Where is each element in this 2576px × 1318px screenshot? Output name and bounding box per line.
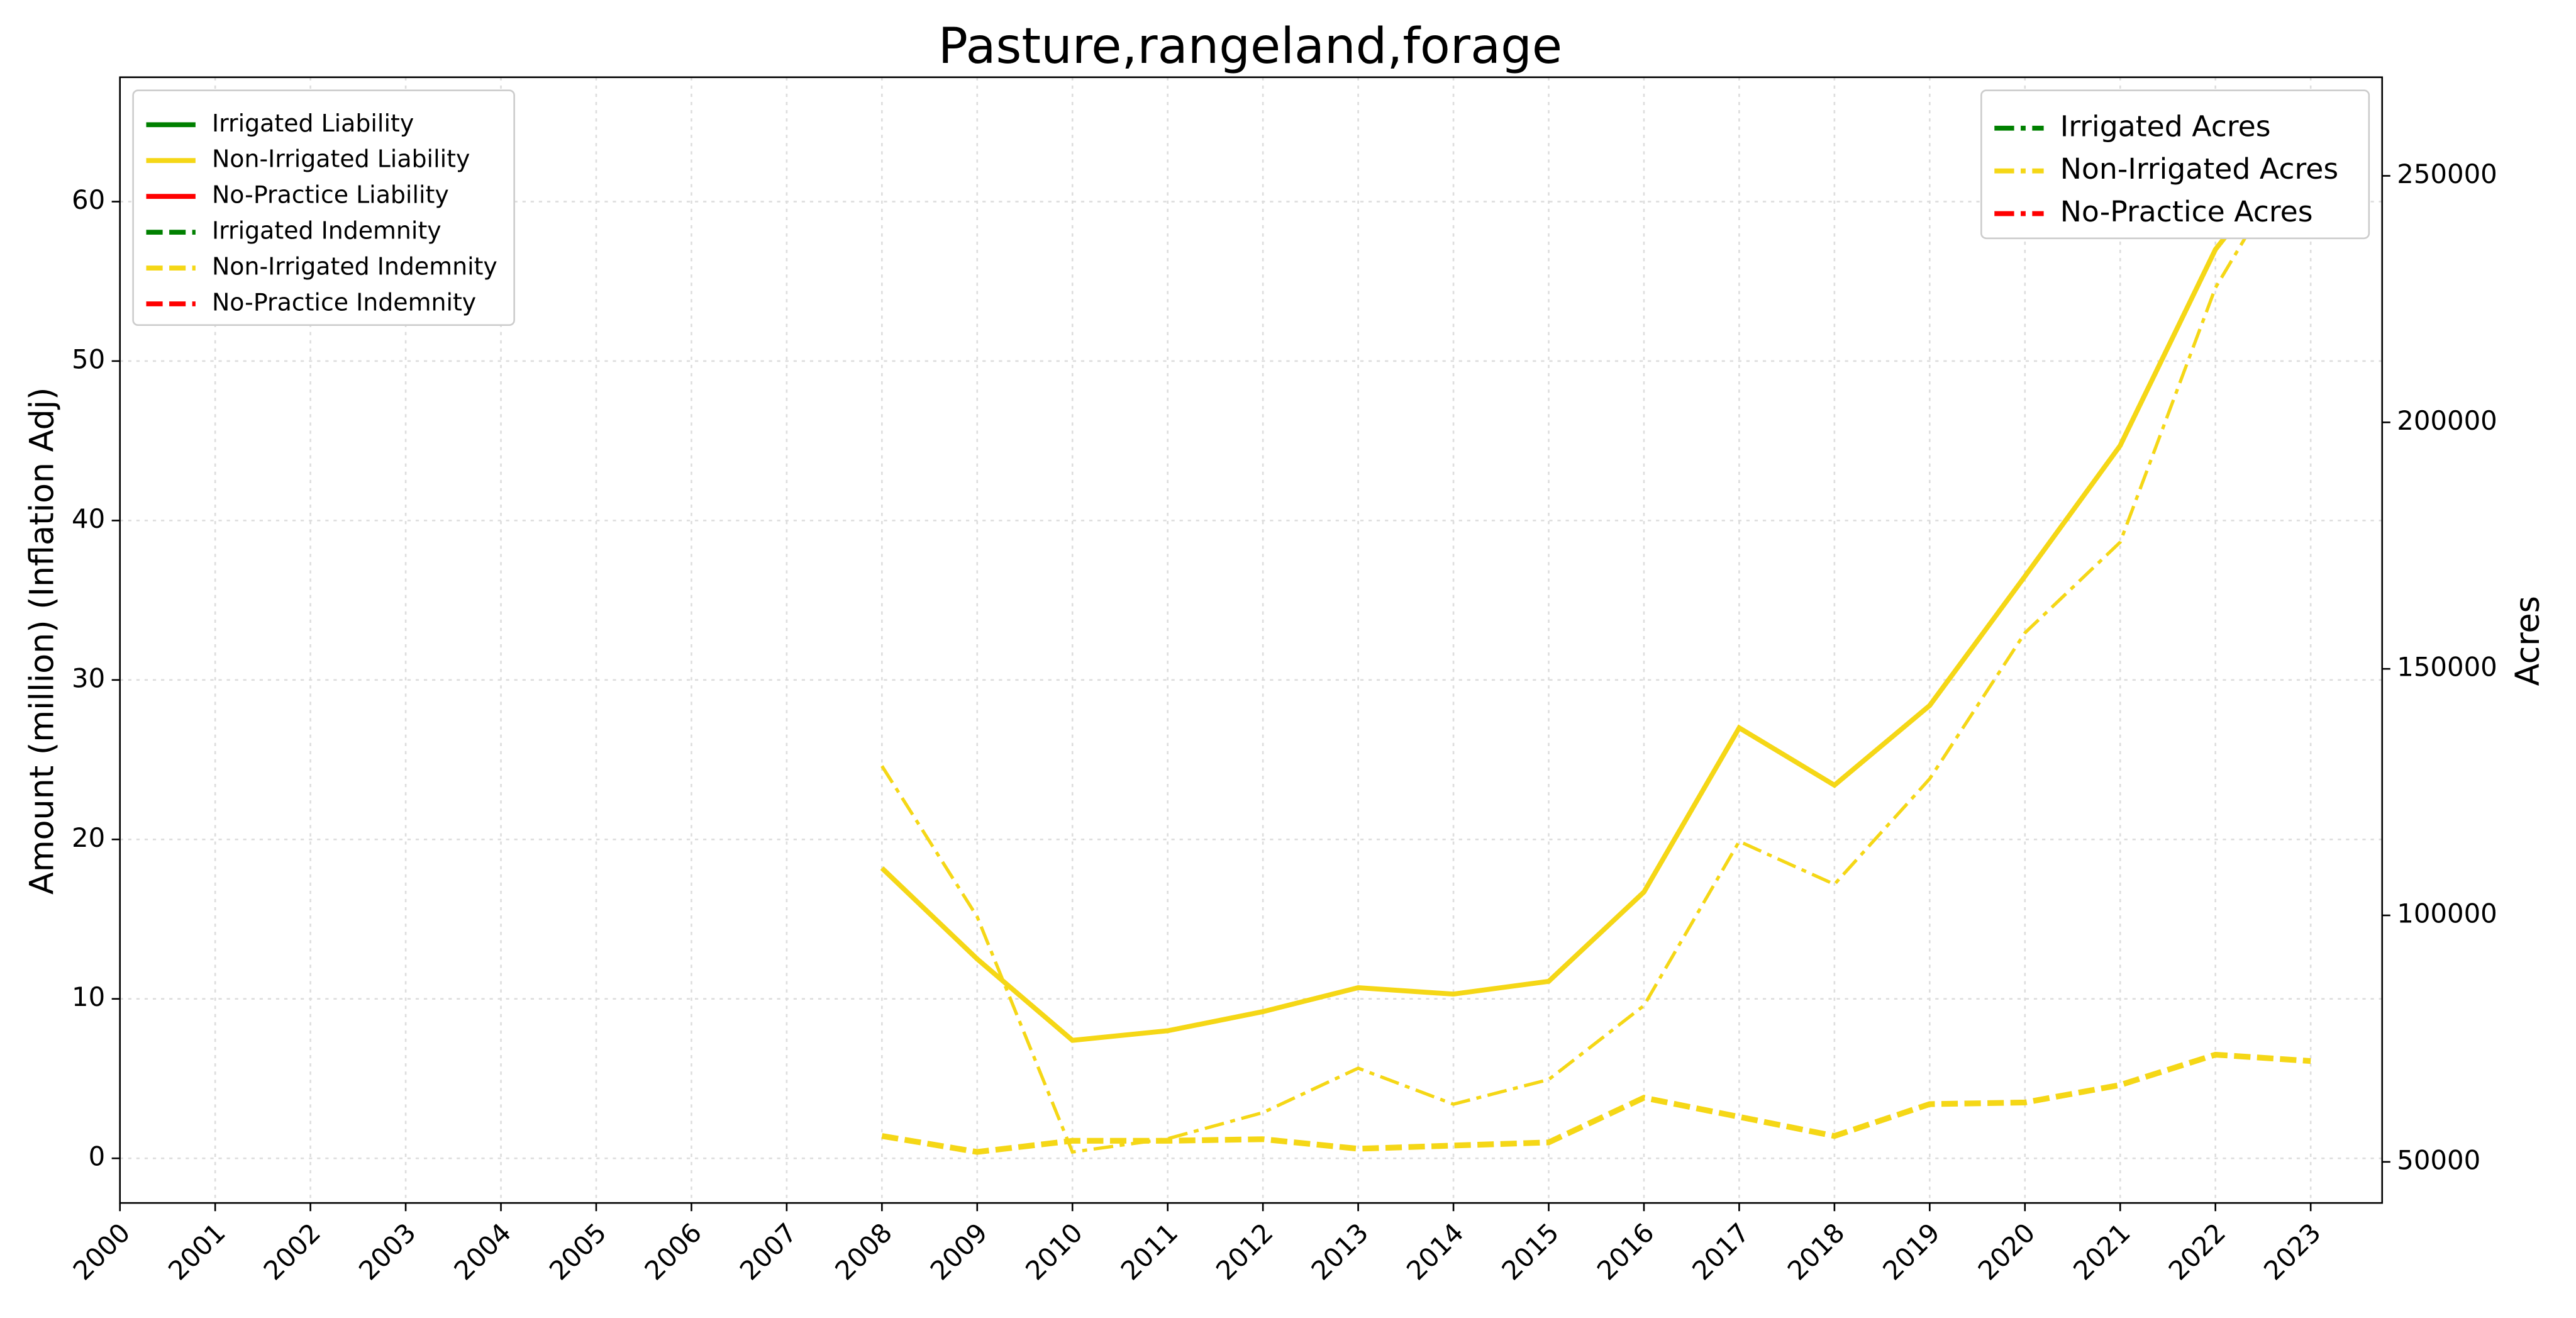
x-tick-label: 2011 xyxy=(1115,1217,1184,1286)
series-line xyxy=(881,1051,2311,1155)
x-tick-label: 2022 xyxy=(2163,1217,2232,1286)
x-tick-label: 2006 xyxy=(638,1217,708,1286)
x-tick-label: 2001 xyxy=(162,1217,231,1286)
y2-tick-label: 150000 xyxy=(2397,652,2497,683)
legend-label: Irrigated Liability xyxy=(212,109,414,137)
x-tick-label: 2004 xyxy=(448,1217,517,1286)
legend-box xyxy=(1980,89,2370,240)
x-tick-label: 2008 xyxy=(829,1217,898,1286)
legend-box xyxy=(132,89,515,327)
y-tick-label: 40 xyxy=(72,503,105,534)
series-line xyxy=(880,127,2312,1154)
x-tick-label: 2002 xyxy=(257,1217,326,1286)
legend: Irrigated Acres Non-Irrigated Acres No-Pra… xyxy=(1980,89,2370,240)
x-tick-label: 2007 xyxy=(734,1217,803,1286)
legend-label: Non-Irrigated Indemnity xyxy=(212,253,497,281)
x-tick-label: 2015 xyxy=(1496,1217,1565,1286)
x-tick-label: 2005 xyxy=(543,1217,613,1286)
x-tick-label: 2013 xyxy=(1305,1217,1374,1286)
x-tick-label: 2012 xyxy=(1210,1217,1279,1286)
x-tick-label: 2009 xyxy=(924,1217,994,1286)
chart-title: Pasture,rangeland,forage xyxy=(938,18,1562,75)
x-tick-label: 2017 xyxy=(1686,1217,1755,1286)
y-tick-label: 30 xyxy=(72,662,105,693)
y-tick-label: 10 xyxy=(72,981,105,1012)
y-axis-label: Amount (million) (Inflation Adj) xyxy=(24,387,62,895)
x-tick-label: 2018 xyxy=(1782,1217,1851,1286)
y-tick-label: 50 xyxy=(72,343,105,374)
x-tick-label: 2014 xyxy=(1401,1217,1470,1286)
legend-label: No-Practice Indemnity xyxy=(212,288,476,316)
legend: Irrigated Liability Non-Irrigated Liabili… xyxy=(132,89,515,327)
plot-frame xyxy=(119,76,2384,1204)
series-line xyxy=(880,126,2313,1043)
legend-label: Non-Irrigated Acres xyxy=(2060,152,2338,186)
x-tick-label: 2016 xyxy=(1591,1217,1660,1286)
y2-tick-label: 250000 xyxy=(2397,159,2497,189)
x-tick-label: 2019 xyxy=(1877,1217,1946,1286)
x-tick-label: 2000 xyxy=(67,1217,136,1286)
y2-tick-label: 50000 xyxy=(2397,1144,2480,1175)
legend-label: Non-Irrigated Liability xyxy=(212,145,470,173)
y2-tick-label: 200000 xyxy=(2397,405,2497,436)
legend-label: No-Practice Acres xyxy=(2060,195,2313,228)
x-tick-label: 2010 xyxy=(1019,1217,1089,1286)
y-tick-label: 20 xyxy=(72,822,105,853)
x-tick-label: 2023 xyxy=(2258,1217,2327,1286)
y2-axis-label: Acres xyxy=(2509,596,2547,686)
x-tick-label: 2021 xyxy=(2067,1217,2136,1286)
legend-label: No-Practice Liability xyxy=(212,181,449,209)
y-tick-label: 0 xyxy=(89,1141,106,1172)
legend-label: Irrigated Acres xyxy=(2060,109,2271,143)
y-tick-label: 60 xyxy=(72,184,105,215)
x-tick-label: 2003 xyxy=(353,1217,422,1286)
y2-tick-label: 100000 xyxy=(2397,898,2497,929)
x-tick-label: 2020 xyxy=(1972,1217,2041,1286)
legend-label: Irrigated Indemnity xyxy=(212,217,441,245)
